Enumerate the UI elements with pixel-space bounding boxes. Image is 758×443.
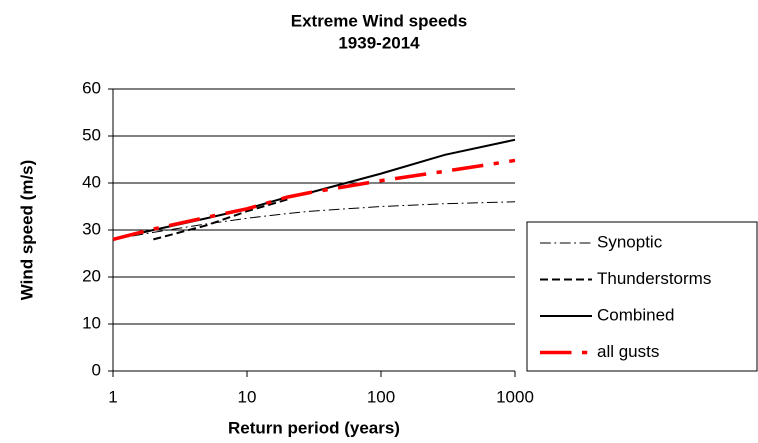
x-tick-label: 10	[238, 387, 257, 406]
x-tick-label: 1000	[496, 387, 534, 406]
y-tick-label: 20	[82, 266, 101, 285]
series-line	[112, 158, 516, 242]
legend-label: all gusts	[597, 342, 659, 361]
y-tick-label: 40	[82, 172, 101, 191]
y-tick-label: 0	[92, 360, 101, 379]
series-line	[153, 198, 288, 241]
legend-label: Combined	[597, 305, 675, 324]
y-tick-label: 10	[82, 313, 101, 332]
legend-box	[526, 221, 758, 372]
series-line	[112, 201, 516, 240]
y-axis-label: Wind speed (m/s)	[17, 160, 36, 301]
y-tick-label: 50	[82, 125, 101, 144]
chart-title: Extreme Wind speeds	[291, 11, 468, 30]
legend-label: Synoptic	[597, 232, 663, 251]
y-tick-label: 30	[82, 219, 101, 238]
x-tick-label: 100	[367, 387, 395, 406]
legend-label: Thunderstorms	[597, 269, 711, 288]
x-tick-label: 1	[108, 387, 117, 406]
x-axis-label: Return period (years)	[228, 418, 400, 437]
chart-subtitle: 1939-2014	[338, 33, 420, 52]
y-tick-label: 60	[82, 78, 101, 97]
